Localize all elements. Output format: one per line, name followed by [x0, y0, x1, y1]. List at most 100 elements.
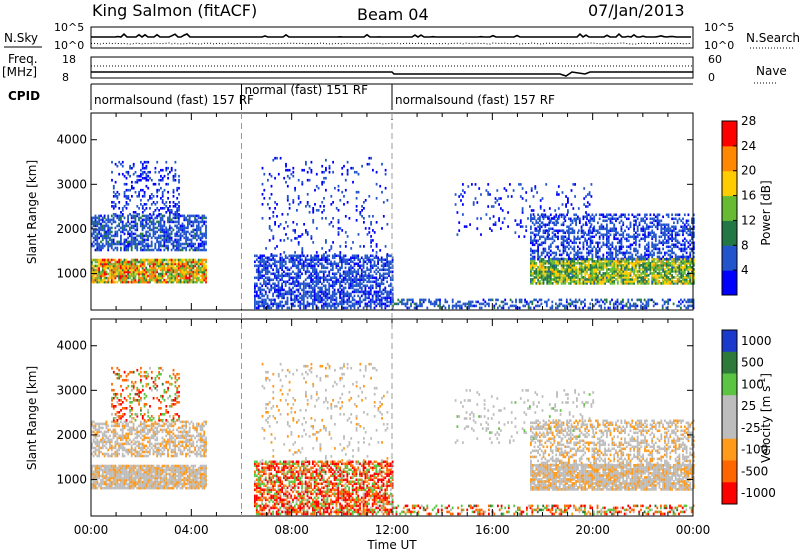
heatmap-cell: [132, 216, 135, 220]
heatmap-cell: [448, 306, 450, 310]
heatmap-cell: [560, 215, 563, 219]
heatmap-cell: [578, 257, 581, 261]
heatmap-cell: [624, 258, 626, 261]
heatmap-cell: [488, 298, 490, 302]
heatmap-cell: [616, 268, 619, 271]
heatmap-cell: [150, 266, 153, 270]
heatmap-cell: [614, 302, 617, 306]
heatmap-cell: [194, 280, 196, 284]
heatmap-cell: [315, 280, 318, 284]
heatmap-cell: [539, 237, 541, 241]
heatmap-cell: [620, 264, 623, 267]
heatmap-cell: [261, 217, 264, 220]
heatmap-cell: [139, 260, 142, 264]
heatmap-cell: [190, 280, 193, 284]
heatmap-cell: [613, 266, 616, 269]
heatmap-cell: [531, 278, 534, 281]
heatmap-cell: [330, 203, 333, 206]
heatmap-cell: [114, 205, 117, 208]
heatmap-cell: [174, 203, 177, 206]
heatmap-cell: [292, 292, 294, 296]
heatmap-cell: [573, 304, 575, 308]
heatmap-cell: [317, 260, 320, 264]
heatmap-cell: [304, 270, 307, 274]
heatmap-cell: [332, 217, 334, 220]
heatmap-cell: [277, 294, 280, 298]
heatmap-cell: [167, 270, 169, 274]
heatmap-cell: [319, 288, 321, 292]
heatmap-cell: [125, 270, 128, 274]
heatmap-cell: [568, 235, 570, 239]
heatmap-cell: [192, 248, 195, 252]
heatmap-cell: [158, 266, 160, 270]
heatmap-cell: [201, 268, 204, 272]
heatmap-cell: [631, 260, 634, 263]
heatmap-cell: [174, 232, 177, 236]
heatmap-cell: [676, 264, 679, 267]
heatmap-cell: [149, 226, 151, 230]
heatmap-cell: [105, 230, 108, 234]
heatmap-cell: [582, 300, 584, 304]
heatmap-cell: [364, 290, 367, 294]
heatmap-cell: [177, 278, 180, 282]
heatmap-cell: [254, 302, 256, 306]
heatmap-cell: [141, 224, 144, 228]
heatmap-cell: [597, 274, 599, 277]
heatmap-cell: [199, 220, 202, 224]
heatmap-cell: [98, 262, 100, 266]
heatmap-cell: [573, 272, 576, 275]
heatmap-cell: [109, 260, 111, 264]
heatmap-cell: [293, 254, 296, 258]
heatmap-cell: [312, 298, 314, 302]
heatmap-cell: [549, 274, 552, 277]
heatmap-cell: [562, 247, 565, 251]
heatmap-cell: [290, 290, 293, 294]
heatmap-cell: [661, 298, 664, 302]
heatmap-cell: [371, 276, 374, 280]
heatmap-cell: [362, 292, 365, 296]
heatmap-cell: [114, 260, 117, 264]
heatmap-cell: [131, 166, 133, 170]
heatmap-cell: [600, 276, 603, 279]
heatmap-cell: [653, 266, 655, 269]
heatmap-cell: [188, 216, 191, 220]
heatmap-cell: [112, 186, 115, 190]
heatmap-cell: [597, 257, 599, 261]
heatmap-cell: [595, 233, 597, 237]
heatmap-cell: [654, 264, 657, 267]
heatmap-cell: [678, 262, 681, 265]
heatmap-cell: [687, 280, 690, 283]
heatmap-cell: [647, 262, 650, 265]
heatmap-cell: [344, 274, 347, 278]
heatmap-cell: [560, 257, 563, 261]
heatmap-cell: [379, 274, 381, 278]
heatmap-cell: [337, 262, 340, 266]
heatmap-cell: [263, 266, 265, 270]
heatmap-cell: [369, 276, 372, 280]
heatmap-cell: [98, 276, 100, 280]
heatmap-cell: [364, 288, 367, 292]
heatmap-cell: [363, 217, 365, 220]
heatmap-cell: [597, 266, 599, 269]
heatmap-cell: [577, 235, 579, 239]
heatmap-cell: [333, 302, 336, 306]
heatmap-cell: [107, 218, 110, 222]
heatmap-cell: [125, 244, 128, 248]
heatmap-cell: [531, 302, 534, 306]
heatmap-cell: [545, 300, 548, 304]
heatmap-cell: [292, 280, 294, 284]
heatmap-cell: [357, 290, 360, 294]
heatmap-cell: [134, 268, 137, 272]
heatmap-cell: [654, 268, 657, 271]
heatmap-cell: [177, 230, 180, 234]
heatmap-cell: [201, 272, 204, 276]
heatmap-cell: [123, 276, 126, 280]
heatmap-cell: [388, 292, 390, 296]
heatmap-cell: [319, 290, 321, 294]
heatmap-cell: [606, 278, 608, 281]
heatmap-cell: [112, 205, 115, 208]
heatmap-cell: [167, 236, 169, 240]
heatmap-cell: [618, 276, 621, 279]
heatmap-cell: [388, 254, 390, 258]
heatmap-cell: [685, 260, 688, 263]
